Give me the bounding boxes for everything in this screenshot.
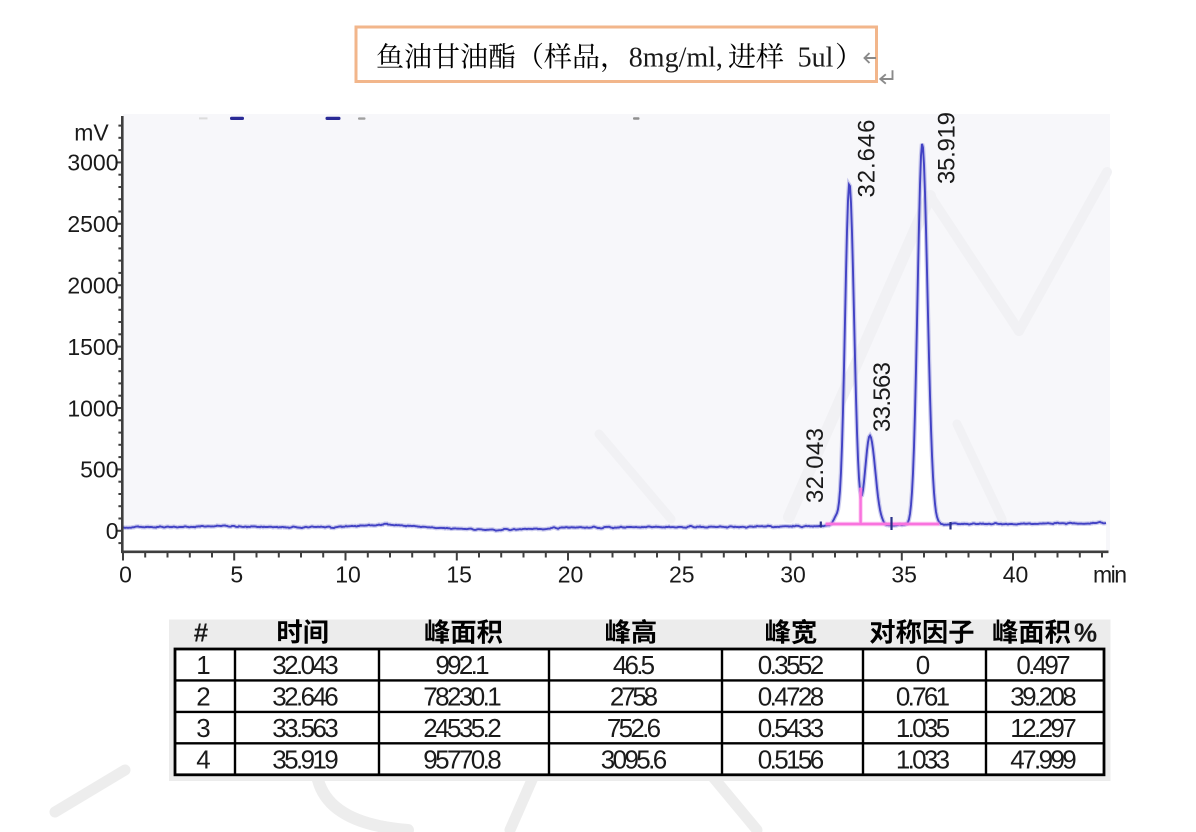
svg-text:35.919: 35.919 [272, 744, 338, 774]
svg-text:3095.6: 3095.6 [601, 744, 667, 774]
svg-text:0.761: 0.761 [896, 681, 950, 711]
svg-text:0.5433: 0.5433 [758, 713, 824, 743]
svg-text:2: 2 [196, 681, 210, 711]
svg-text:32.043: 32.043 [802, 428, 829, 503]
svg-text:5: 5 [230, 562, 243, 588]
svg-text:30: 30 [780, 562, 806, 588]
svg-text:32.646: 32.646 [854, 120, 881, 198]
svg-text:3: 3 [196, 713, 210, 743]
svg-text:24535.2: 24535.2 [423, 713, 502, 743]
svg-text:#: # [194, 618, 209, 648]
svg-text:35.919: 35.919 [934, 112, 961, 184]
svg-text:78230.1: 78230.1 [423, 681, 502, 711]
svg-text:10: 10 [335, 562, 361, 588]
svg-text:1: 1 [196, 650, 210, 680]
svg-text:32.646: 32.646 [272, 681, 338, 711]
svg-text:992.1: 992.1 [435, 650, 489, 680]
svg-text:33.563: 33.563 [869, 362, 896, 432]
svg-text:95770.8: 95770.8 [423, 744, 502, 774]
svg-text:2500: 2500 [67, 211, 118, 237]
svg-text:1500: 1500 [67, 334, 118, 360]
svg-text:%: % [1074, 618, 1097, 648]
svg-text:20: 20 [558, 562, 584, 588]
svg-text:32.043: 32.043 [272, 650, 338, 680]
svg-text:5ul: 5ul [798, 43, 834, 74]
svg-text:0: 0 [106, 518, 119, 544]
svg-text:0: 0 [916, 650, 930, 680]
svg-text:40: 40 [1003, 562, 1029, 588]
svg-text:25: 25 [669, 562, 695, 588]
svg-text:0.4728: 0.4728 [758, 681, 824, 711]
svg-text:2000: 2000 [67, 273, 118, 299]
svg-text:1.035: 1.035 [896, 713, 950, 743]
svg-text:3000: 3000 [67, 150, 118, 176]
svg-text:0: 0 [119, 562, 132, 588]
svg-text:39.208: 39.208 [1010, 681, 1076, 711]
svg-text:46.5: 46.5 [613, 650, 655, 680]
svg-text:12.297: 12.297 [1010, 713, 1076, 743]
svg-text:2758: 2758 [610, 681, 658, 711]
svg-text:0.497: 0.497 [1016, 650, 1070, 680]
svg-text:min: min [1093, 562, 1127, 588]
svg-text:47.999: 47.999 [1010, 744, 1076, 774]
svg-text:8mg/ml,: 8mg/ml, [629, 43, 723, 74]
svg-text:0.5156: 0.5156 [758, 744, 824, 774]
svg-text:33.563: 33.563 [272, 713, 338, 743]
svg-text:1.033: 1.033 [896, 744, 950, 774]
svg-text:0.3552: 0.3552 [758, 650, 824, 680]
svg-text:1000: 1000 [67, 395, 118, 421]
svg-text:35: 35 [891, 562, 917, 588]
svg-text:15: 15 [446, 562, 472, 588]
svg-text:mV: mV [74, 120, 109, 146]
svg-text:500: 500 [80, 457, 118, 483]
svg-text:4: 4 [196, 744, 210, 774]
svg-text:752.6: 752.6 [607, 713, 661, 743]
